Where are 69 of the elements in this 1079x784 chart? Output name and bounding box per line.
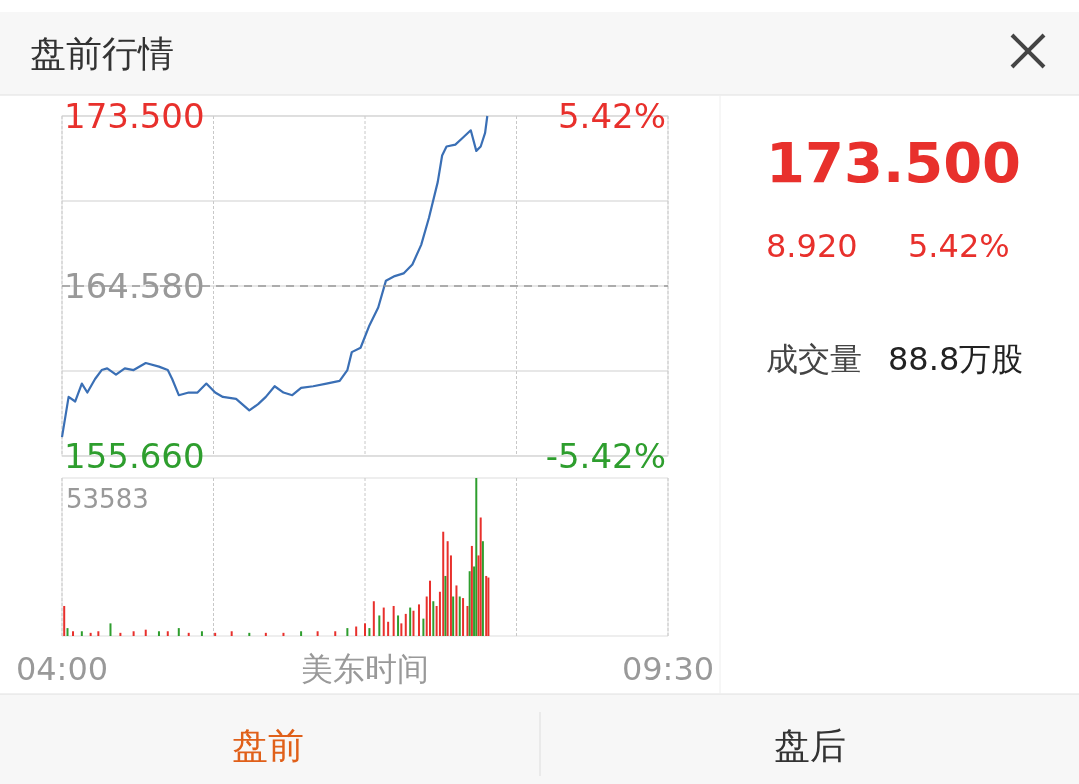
bar (187, 632, 190, 636)
bar (468, 571, 471, 636)
bar (264, 632, 267, 636)
bar (66, 628, 69, 636)
bar (334, 631, 337, 636)
text: 8.920 (766, 227, 858, 265)
y-tick-label: 164.580 (64, 266, 205, 306)
bar (109, 623, 112, 636)
bar (364, 623, 366, 636)
bar (387, 621, 390, 636)
text: 盘后 (774, 725, 846, 766)
bar (442, 531, 445, 636)
bar (432, 601, 435, 636)
bar (417, 604, 420, 636)
text: 173.500 (766, 130, 1022, 195)
bar (422, 618, 425, 636)
bar (157, 631, 160, 636)
bar (166, 631, 169, 636)
x-axis-title: 美东时间 (301, 650, 429, 688)
text: 5.42% (908, 227, 1010, 265)
bar (144, 629, 147, 636)
bar (470, 545, 473, 636)
y2-tick-label: -5.42% (545, 436, 666, 476)
bar (446, 541, 449, 636)
bar (355, 626, 358, 636)
bar (316, 631, 319, 636)
bar (346, 628, 349, 636)
bar (429, 580, 432, 636)
bar (63, 605, 66, 636)
text: 88.8万股 (888, 340, 1024, 378)
bar (97, 631, 100, 636)
bar (72, 631, 75, 636)
bar (378, 615, 381, 636)
annotation: 53583 (66, 484, 149, 514)
bar (80, 631, 83, 636)
bar (200, 631, 203, 636)
x-tick-label: 04:00 (15, 650, 109, 688)
bar (452, 596, 455, 636)
bar (282, 632, 285, 636)
bar (481, 541, 484, 636)
bar (89, 632, 92, 636)
bar (444, 575, 447, 636)
bar (132, 631, 135, 636)
bar (466, 605, 469, 636)
bar (458, 596, 461, 636)
bar (455, 585, 458, 636)
bar (119, 632, 122, 636)
bar (248, 632, 251, 636)
bar (400, 623, 403, 636)
y2-tick-label: 5.42% (557, 96, 666, 136)
bar (177, 628, 180, 636)
bar (475, 478, 478, 636)
bar (214, 632, 217, 636)
y-tick-label: 155.660 (64, 436, 205, 476)
y-tick-label: 173.500 (64, 96, 205, 136)
bar (462, 598, 465, 636)
bar (300, 631, 303, 636)
bar (397, 615, 400, 636)
text: 成交量 (766, 340, 862, 378)
bar (479, 517, 482, 636)
bar (392, 605, 395, 636)
bar (382, 607, 385, 636)
bar (372, 601, 375, 636)
text: 盘前 (232, 725, 304, 766)
bar (368, 628, 371, 636)
chart-title: 盘前行情 (30, 33, 174, 74)
bar (404, 613, 407, 636)
bar (230, 631, 233, 636)
x-tick-label: 09:30 (621, 650, 715, 688)
